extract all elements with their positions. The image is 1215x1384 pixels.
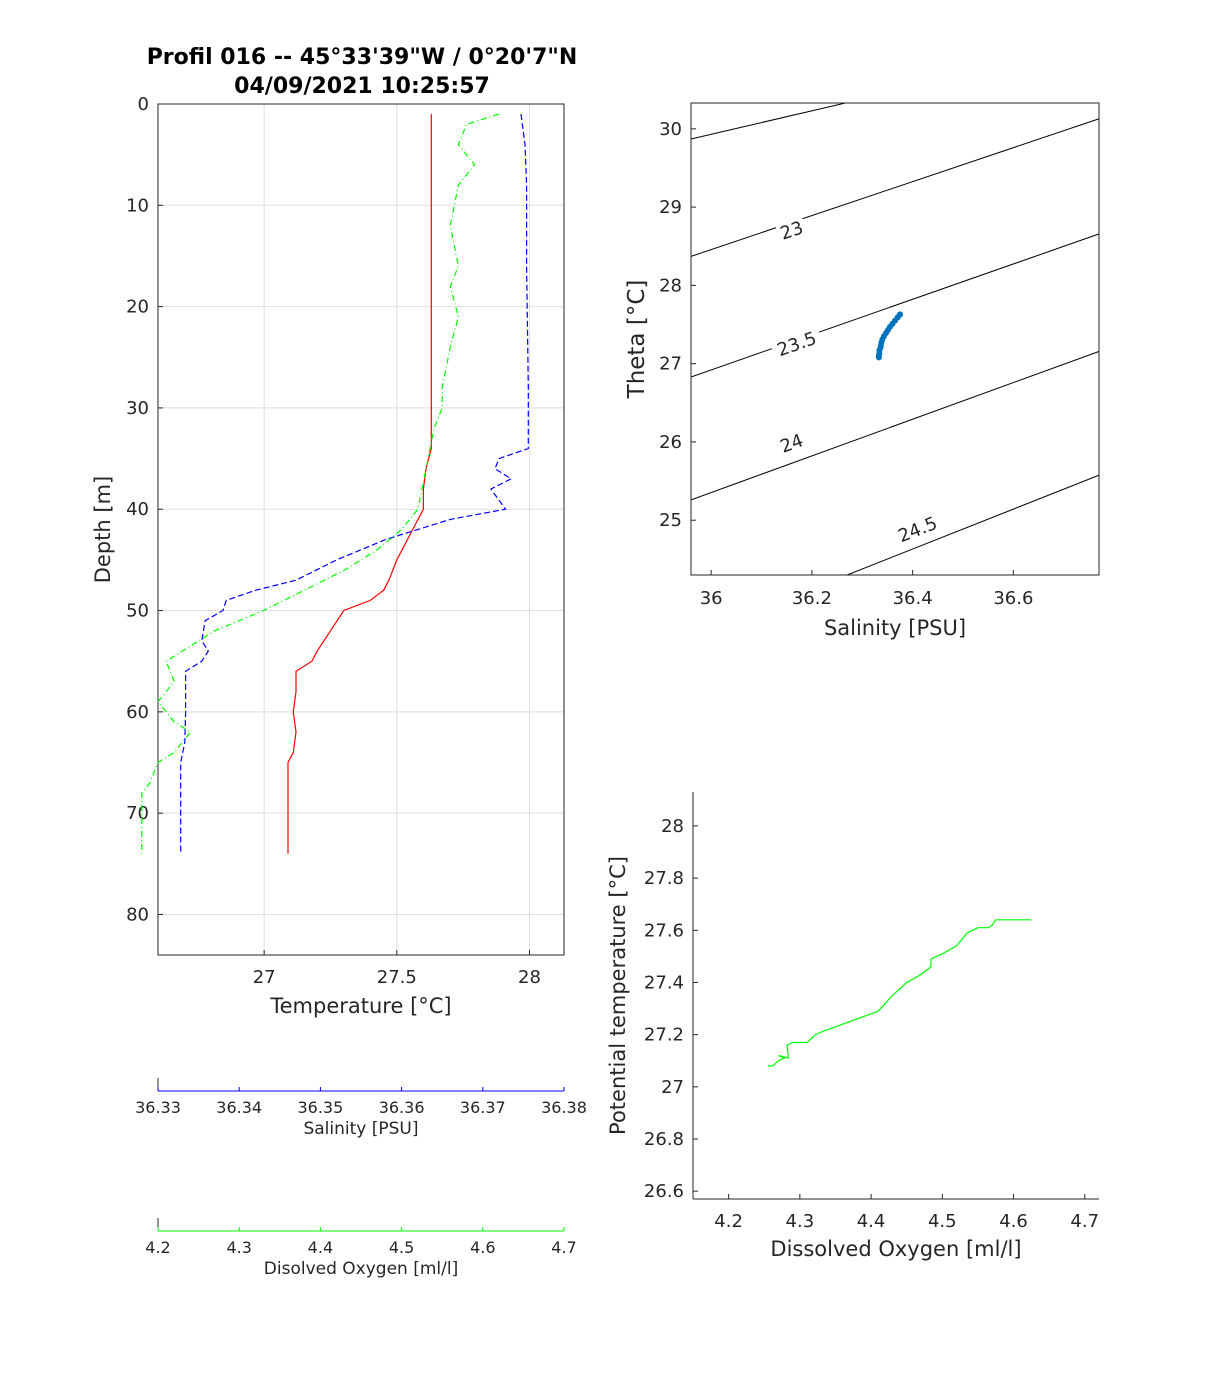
oxygen_axis-tick-label: 4.4 <box>308 1238 333 1257</box>
density-contour-line <box>691 350 1099 501</box>
ts-y-tick-label: 27 <box>659 354 682 375</box>
ts-y-tick-label: 28 <box>659 275 682 296</box>
ts-x-axis-label: Salinity [PSU] <box>824 616 966 640</box>
figure-title-line2: 04/09/2021 10:25:57 <box>234 74 490 99</box>
oxygen-profile-line <box>141 113 500 854</box>
ts-y-tick-label: 26 <box>659 432 682 453</box>
ot-y-tick-label: 27 <box>661 1077 684 1098</box>
ot-y-tick-label: 28 <box>661 816 684 837</box>
density-contour-label: 24.5 <box>895 513 940 547</box>
profile-y-tick-label: 60 <box>126 702 149 723</box>
salinity_axis-tick-label: 36.33 <box>135 1098 181 1117</box>
ot-y-tick-label: 26.8 <box>644 1129 684 1150</box>
density-contour-label-bg <box>774 214 809 245</box>
oxygen_axis-tick-label: 4.6 <box>470 1238 495 1257</box>
ot-y-tick-label: 26.6 <box>644 1181 684 1202</box>
depth-profile-plot: 0 10 20 30 40 50 60 70 80 27 27.5 28 Temperature [°C… <box>91 94 565 1018</box>
ts-axes-box <box>690 102 1100 576</box>
temperature-profile-line <box>287 114 432 854</box>
profile-y-tick-label: 80 <box>126 904 149 925</box>
ts-x-tick-label: 36.2 <box>792 588 832 609</box>
density-contour-label-bg <box>774 427 809 458</box>
profile-x-tick-label: 28 <box>518 967 541 988</box>
ot-x-tick-label: 4.5 <box>928 1211 957 1232</box>
salinity_axis-label: Salinity [PSU] <box>303 1119 418 1139</box>
salinity_axis-tick-label: 36.34 <box>216 1098 262 1117</box>
ot-x-tick-label: 4.3 <box>786 1211 815 1232</box>
density-contour-line <box>846 474 1099 575</box>
ot-y-axis-label: Potential temperature [°C] <box>606 856 630 1135</box>
figure-title-line1: Profil 016 -- 45°33'39"W / 0°20'7"N <box>147 45 578 70</box>
ot-x-axis-label: Dissolved Oxygen [ml/l] <box>770 1237 1021 1261</box>
profile-y-tick-label: 0 <box>138 94 149 115</box>
ot-x-tick-label: 4.7 <box>1070 1211 1099 1232</box>
ts-y-tick-label: 30 <box>659 119 682 140</box>
density-contour-line <box>691 233 1099 378</box>
oxygen_axis-tick-label: 4.2 <box>145 1238 170 1257</box>
density-contour-label-bg <box>769 324 824 362</box>
oxygen_axis-tick-label: 4.7 <box>551 1238 576 1257</box>
profile-y-tick-label: 50 <box>126 601 149 622</box>
oxygen_axis-tick-label: 4.3 <box>226 1238 251 1257</box>
ts-x-tick-label: 36 <box>700 588 723 609</box>
profile-y-tick-label: 70 <box>126 803 149 824</box>
profile-x-tick-label: 27 <box>253 967 276 988</box>
ot-x-tick-label: 4.6 <box>999 1211 1028 1232</box>
ot-y-tick-label: 27.8 <box>644 868 684 889</box>
ot-x-tick-label: 4.2 <box>714 1211 743 1232</box>
salinity_axis-tick-label: 36.35 <box>297 1098 343 1117</box>
profile-y-axis-label: Depth [m] <box>91 476 115 583</box>
profile-y-tick-label: 20 <box>126 297 149 318</box>
ts-x-tick-label: 36.6 <box>993 588 1033 609</box>
ts-x-tick-label: 36.4 <box>893 588 933 609</box>
profile-y-tick-label: 30 <box>126 398 149 419</box>
ot-x-tick-label: 4.4 <box>857 1211 886 1232</box>
profile-y-tick-label: 40 <box>126 499 149 520</box>
oxygen_axis-tick-label: 4.5 <box>389 1238 414 1257</box>
salinity-profile-line <box>180 114 529 854</box>
density-contour-label-bg <box>890 509 945 549</box>
ot-y-tick-label: 27.4 <box>644 972 684 993</box>
oxygen-theta-line <box>767 919 1032 1067</box>
profile-y-tick-label: 10 <box>126 195 149 216</box>
profile-x-tick-label: 27.5 <box>377 967 417 988</box>
salinity_axis-tick-label: 36.37 <box>460 1098 506 1117</box>
ot-y-tick-label: 27.2 <box>644 1025 684 1046</box>
ts-y-axis-label: Theta [°C] <box>624 280 650 400</box>
density-contour-line <box>691 118 1099 257</box>
ts-data-point <box>897 311 904 318</box>
profile-x-axis-label: Temperature [°C] <box>269 994 451 1018</box>
ot-y-tick-label: 27.6 <box>644 920 684 941</box>
oxygen_axis-label: Disolved Oxygen [ml/l] <box>264 1259 458 1279</box>
ts-y-tick-label: 29 <box>659 197 682 218</box>
salinity_axis-tick-label: 36.36 <box>379 1098 425 1117</box>
profile-axes-box <box>157 103 565 956</box>
oxygen-axis: 4.2 4.3 4.4 4.5 4.6 4.7 Disolved Oxygen [ml/l] <box>145 1218 577 1279</box>
oxygen-theta-plot: 4.2 4.3 4.4 4.5 4.6 4.7 26.6 26.8 27 27.2 27.4 27.6… <box>606 792 1099 1261</box>
salinity-axis: 36.33 36.34 36.35 36.36 36.37 36.38 Salinity [… <box>135 1078 587 1139</box>
density-contour-line <box>691 103 848 140</box>
salinity_axis-tick-label: 36.38 <box>541 1098 587 1117</box>
density-contour-label: 23.5 <box>775 328 820 361</box>
ts-y-tick-label: 25 <box>659 510 682 531</box>
